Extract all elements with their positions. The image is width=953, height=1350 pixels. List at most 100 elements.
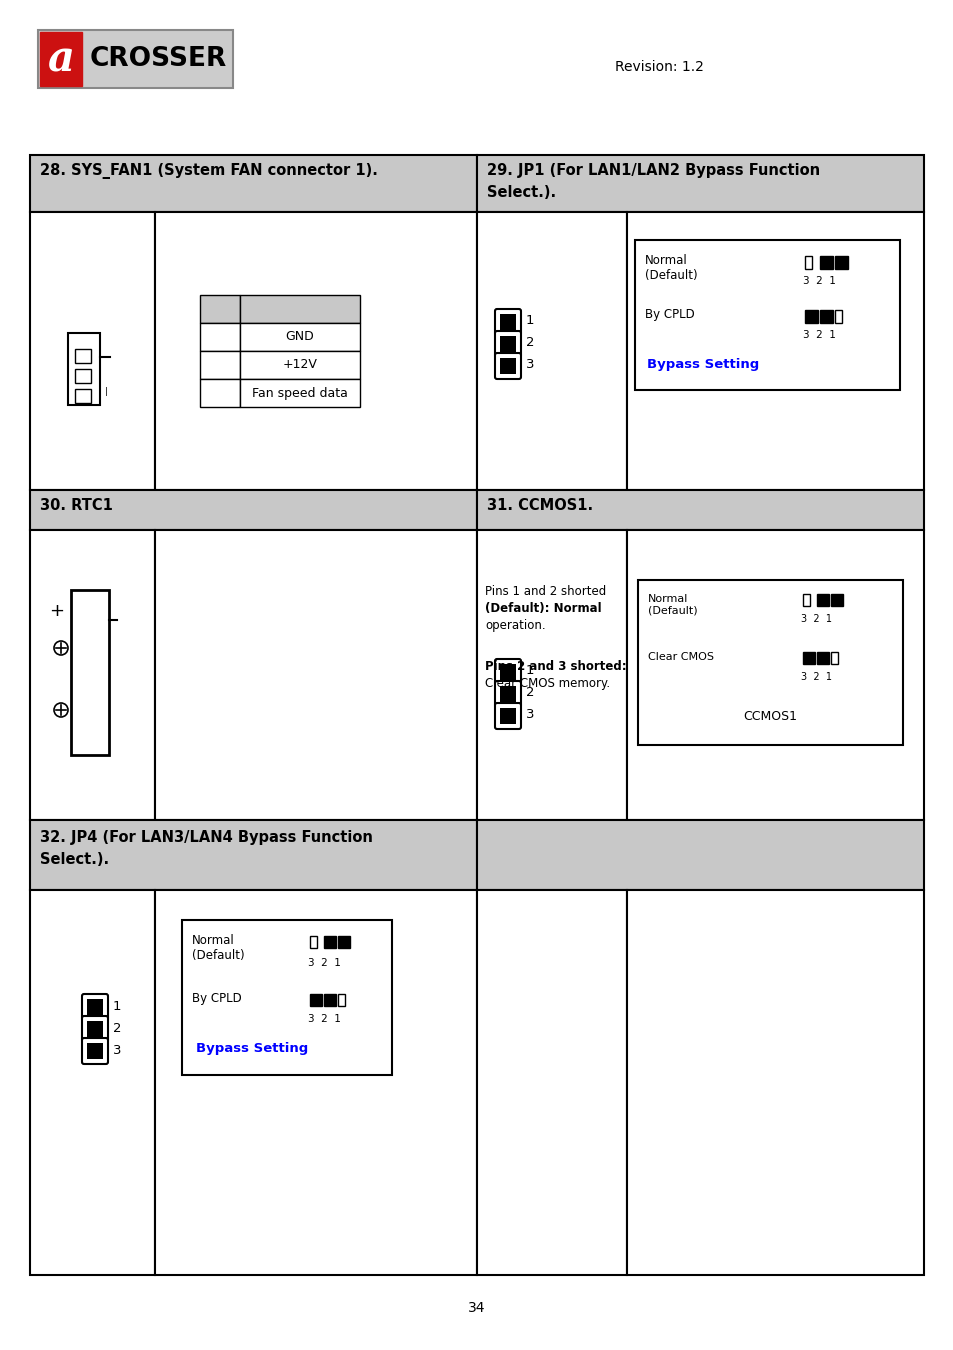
Text: Normal
(Default): Normal (Default) <box>647 594 697 616</box>
Text: 31. CCMOS1.: 31. CCMOS1. <box>486 498 593 513</box>
Text: 1: 1 <box>525 315 534 328</box>
Bar <box>71 590 109 755</box>
Bar <box>638 580 902 745</box>
Text: 29. JP1 (For LAN1/LAN2 Bypass Function: 29. JP1 (For LAN1/LAN2 Bypass Function <box>486 163 820 178</box>
Bar <box>310 936 316 948</box>
Text: 34: 34 <box>468 1301 485 1315</box>
Text: Revision: 1.2: Revision: 1.2 <box>615 59 703 74</box>
Bar <box>635 240 899 390</box>
Bar <box>87 1021 103 1037</box>
Text: +12V: +12V <box>282 359 317 371</box>
Text: 3  2  1: 3 2 1 <box>802 275 835 286</box>
Bar <box>87 1044 103 1058</box>
Bar <box>830 594 842 606</box>
Text: 2: 2 <box>525 687 534 699</box>
Text: 32. JP4 (For LAN3/LAN4 Bypass Function: 32. JP4 (For LAN3/LAN4 Bypass Function <box>40 830 373 845</box>
Text: Bypass Setting: Bypass Setting <box>646 358 759 371</box>
Text: 30. RTC1: 30. RTC1 <box>40 498 112 513</box>
Bar <box>40 32 82 86</box>
Bar <box>240 351 359 379</box>
Text: 2: 2 <box>525 336 534 350</box>
Bar <box>68 333 100 405</box>
FancyBboxPatch shape <box>495 680 520 707</box>
Bar <box>154 212 476 490</box>
Bar <box>30 819 476 890</box>
Bar <box>200 296 240 323</box>
Text: Normal
(Default): Normal (Default) <box>644 254 697 282</box>
Bar <box>626 531 923 819</box>
Text: GND: GND <box>285 331 314 343</box>
Bar <box>240 379 359 406</box>
Text: 3: 3 <box>525 709 534 721</box>
Bar <box>324 936 335 948</box>
Bar <box>337 936 350 948</box>
Bar <box>310 994 322 1006</box>
Bar <box>75 350 91 363</box>
FancyBboxPatch shape <box>495 352 520 379</box>
Bar <box>476 155 923 212</box>
Text: CCMOS1: CCMOS1 <box>742 710 796 724</box>
Bar <box>200 351 240 379</box>
Bar <box>476 890 626 1274</box>
FancyBboxPatch shape <box>495 703 520 729</box>
Bar <box>38 30 233 88</box>
Text: CROSSER: CROSSER <box>90 46 227 72</box>
Bar <box>499 686 516 702</box>
Bar <box>499 358 516 374</box>
Bar <box>834 256 847 269</box>
Text: operation.: operation. <box>484 620 545 632</box>
Bar <box>834 310 841 323</box>
Text: Clear CMOS: Clear CMOS <box>647 652 713 662</box>
Bar <box>476 490 923 531</box>
Text: 3: 3 <box>112 1044 121 1057</box>
Bar <box>324 994 335 1006</box>
FancyBboxPatch shape <box>82 1038 108 1064</box>
Text: 28. SYS_FAN1 (System FAN connector 1).: 28. SYS_FAN1 (System FAN connector 1). <box>40 163 377 180</box>
Bar <box>476 212 626 490</box>
Bar <box>816 594 828 606</box>
Bar <box>30 155 476 212</box>
Bar <box>240 296 359 323</box>
Bar <box>30 490 476 531</box>
Text: By CPLD: By CPLD <box>192 992 241 1004</box>
Text: 3: 3 <box>525 359 534 371</box>
Bar <box>154 890 476 1274</box>
Text: Normal
(Default): Normal (Default) <box>192 934 244 963</box>
Text: +: + <box>50 602 65 620</box>
Bar <box>476 819 923 890</box>
Text: 3  2  1: 3 2 1 <box>308 958 340 968</box>
Bar <box>626 212 923 490</box>
Text: Bypass Setting: Bypass Setting <box>195 1042 308 1054</box>
Bar <box>830 652 837 664</box>
FancyBboxPatch shape <box>495 309 520 335</box>
Text: 3  2  1: 3 2 1 <box>801 614 831 624</box>
Bar <box>200 323 240 351</box>
Bar <box>816 652 828 664</box>
FancyBboxPatch shape <box>495 331 520 356</box>
Bar <box>820 256 832 269</box>
Bar <box>802 594 809 606</box>
Bar <box>75 389 91 404</box>
Bar <box>75 369 91 383</box>
Bar <box>240 323 359 351</box>
Bar <box>820 310 832 323</box>
Bar <box>626 890 923 1274</box>
Bar <box>499 664 516 680</box>
Text: Select.).: Select.). <box>486 185 556 200</box>
Bar <box>182 919 392 1075</box>
Bar <box>499 336 516 352</box>
Text: Pins 2 and 3 shorted:: Pins 2 and 3 shorted: <box>484 660 626 674</box>
Bar <box>200 379 240 406</box>
Text: 3  2  1: 3 2 1 <box>308 1014 340 1025</box>
FancyBboxPatch shape <box>82 994 108 1021</box>
Text: (Default): Normal: (Default): Normal <box>484 602 601 616</box>
Text: Select.).: Select.). <box>40 852 109 867</box>
FancyBboxPatch shape <box>495 659 520 684</box>
Text: |: | <box>105 386 108 396</box>
Text: 3  2  1: 3 2 1 <box>802 329 835 340</box>
Text: 1: 1 <box>525 664 534 678</box>
Bar <box>30 531 154 819</box>
Bar <box>804 310 817 323</box>
Bar <box>154 531 476 819</box>
Bar <box>87 999 103 1015</box>
